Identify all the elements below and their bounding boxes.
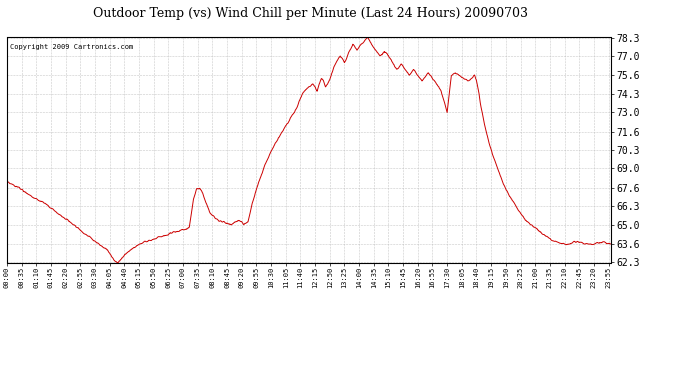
Text: Copyright 2009 Cartronics.com: Copyright 2009 Cartronics.com <box>10 44 133 50</box>
Text: Outdoor Temp (vs) Wind Chill per Minute (Last 24 Hours) 20090703: Outdoor Temp (vs) Wind Chill per Minute … <box>93 8 528 21</box>
